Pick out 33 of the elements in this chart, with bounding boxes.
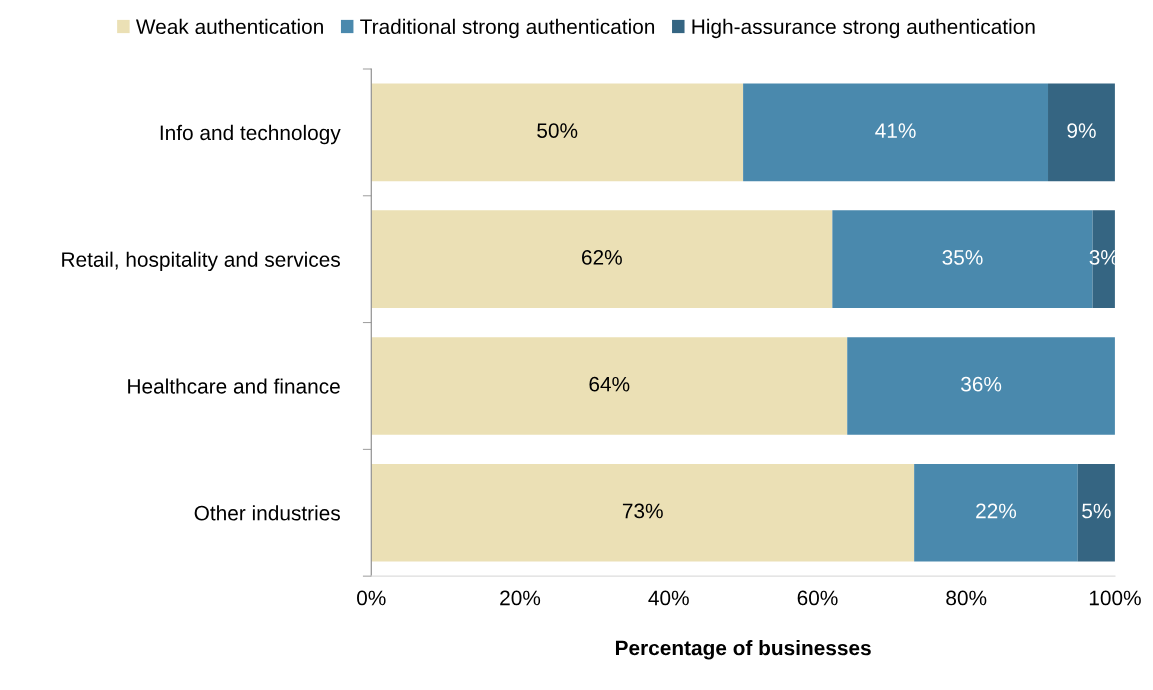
data-label: 64% bbox=[589, 376, 630, 392]
data-label: 22% bbox=[976, 503, 1017, 519]
bar bbox=[847, 337, 1115, 435]
y-tick-label: Retail, hospitality and services bbox=[62, 251, 340, 272]
x-tick-label: 60% bbox=[797, 590, 838, 606]
data-label: 35% bbox=[942, 250, 983, 265]
y-tick-label: Info and technology bbox=[160, 124, 341, 145]
x-tick-label: 20% bbox=[500, 590, 541, 606]
data-label: 9% bbox=[1067, 123, 1096, 138]
data-label: 62% bbox=[582, 250, 622, 265]
bar bbox=[914, 463, 1078, 562]
x-tick-label: 80% bbox=[946, 590, 987, 606]
data-label: 36% bbox=[961, 376, 1002, 392]
data-label: 41% bbox=[875, 123, 916, 138]
y-tick-label: Other industries bbox=[194, 505, 340, 521]
data-label: 50% bbox=[537, 123, 578, 138]
x-tick-label: 100% bbox=[1089, 590, 1141, 606]
bar bbox=[1048, 83, 1115, 182]
bar bbox=[371, 210, 833, 308]
x-axis-title: Percentage of businesses bbox=[615, 640, 871, 660]
data-label: 73% bbox=[622, 503, 663, 519]
x-tick-label: 0% bbox=[357, 590, 386, 606]
y-tick-label: Healthcare and finance bbox=[128, 378, 340, 394]
bar bbox=[371, 337, 848, 435]
bar bbox=[1077, 463, 1115, 562]
legend-label: High-assurance strong authentication bbox=[692, 18, 1035, 39]
legend-label: Weak authentication bbox=[135, 18, 323, 35]
bar bbox=[371, 463, 915, 562]
legend-label: Traditional strong authentication bbox=[360, 18, 655, 39]
bar bbox=[371, 83, 744, 182]
x-tick-label: 40% bbox=[648, 590, 689, 606]
bar bbox=[743, 83, 1049, 182]
data-label: 5% bbox=[1082, 503, 1111, 519]
